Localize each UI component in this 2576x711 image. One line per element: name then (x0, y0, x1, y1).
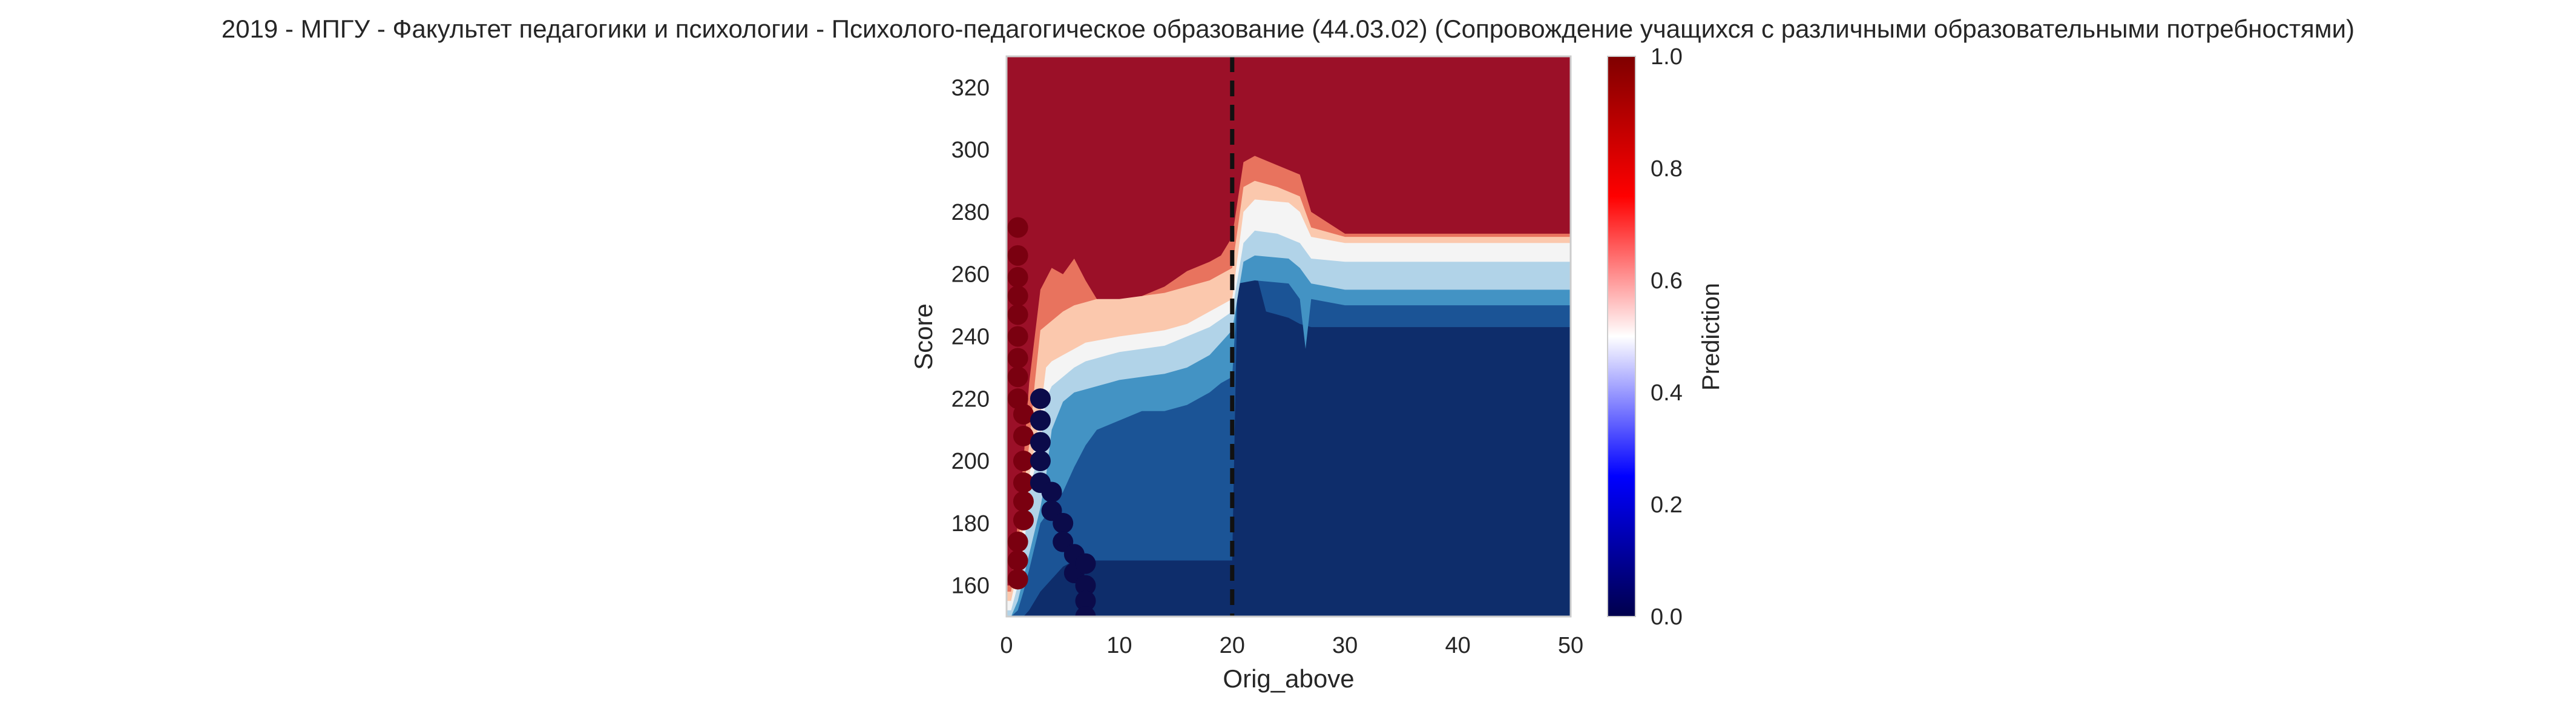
x-axis-ticks: 0 10 20 30 40 50 (1000, 633, 1583, 658)
colorbar-tick-label: 0.8 (1651, 156, 1683, 182)
plot-area (1005, 55, 1572, 618)
scatter-points (1007, 217, 1096, 617)
y-tick-label: 280 (951, 200, 990, 225)
colorbar-tick-label: 1.0 (1651, 44, 1683, 70)
data-point-high (1007, 217, 1028, 238)
data-point-high (1007, 569, 1028, 590)
data-point-high (1007, 245, 1028, 266)
x-tick-label: 40 (1445, 633, 1470, 658)
y-tick-label: 240 (951, 325, 990, 350)
contour-bands (1007, 56, 1571, 617)
data-point-low (1030, 451, 1051, 472)
contour-band (1007, 56, 1571, 586)
chart-title: 2019 - МПГУ - Факультет педагогики и пси… (222, 15, 2354, 43)
colorbar-tick-label: 0.2 (1651, 492, 1683, 518)
data-point-low (1053, 512, 1074, 534)
data-point-high (1007, 550, 1028, 571)
colorbar-ticks: 0.0 0.2 0.4 0.6 0.8 1.0 (1651, 44, 1683, 630)
y-tick-label: 200 (951, 449, 990, 474)
y-axis-label: Score (909, 303, 938, 370)
data-point-low (1030, 432, 1051, 453)
x-axis-label: Orig_above (1223, 664, 1354, 693)
y-axis-ticks: 160 180 200 220 240 260 280 300 320 (951, 75, 990, 598)
data-point-high (1007, 304, 1028, 325)
colorbar-gradient (1607, 56, 1636, 617)
data-point-high (1007, 366, 1028, 388)
data-point-low (1075, 575, 1096, 596)
data-point-high (1013, 451, 1034, 472)
data-point-high (1007, 266, 1028, 288)
y-tick-label: 180 (951, 511, 990, 537)
colorbar: 0.0 0.2 0.4 0.6 0.8 1.0 Prediction (1607, 44, 1724, 630)
data-point-high (1013, 509, 1034, 531)
data-point-low (1030, 410, 1051, 431)
y-tick-label: 160 (951, 574, 990, 599)
data-point-high (1013, 472, 1034, 494)
colorbar-tick-label: 0.0 (1651, 604, 1683, 630)
y-tick-label: 220 (951, 386, 990, 412)
data-point-low (1030, 388, 1051, 409)
data-point-high (1013, 491, 1034, 512)
data-point-low (1041, 481, 1062, 503)
data-point-low (1075, 590, 1096, 612)
data-point-low (1075, 553, 1096, 574)
data-point-high (1007, 326, 1028, 347)
data-point-low (1075, 606, 1096, 617)
x-tick-label: 0 (1000, 633, 1013, 658)
x-tick-label: 20 (1220, 633, 1245, 658)
colorbar-label: Prediction (1698, 283, 1724, 391)
x-tick-label: 10 (1106, 633, 1132, 658)
y-tick-label: 300 (951, 137, 990, 163)
data-point-high (1007, 285, 1028, 306)
x-tick-label: 50 (1558, 633, 1583, 658)
data-point-high (1007, 348, 1028, 369)
colorbar-tick-label: 0.6 (1651, 268, 1683, 294)
data-point-high (1007, 388, 1028, 409)
data-point-high (1013, 425, 1034, 446)
y-tick-label: 260 (951, 262, 990, 288)
x-tick-label: 30 (1332, 633, 1358, 658)
plot-frame (1005, 55, 1572, 618)
y-tick-label: 320 (951, 75, 990, 101)
colorbar-tick-label: 0.4 (1651, 380, 1683, 406)
data-point-high (1007, 531, 1028, 552)
data-point-high (1013, 403, 1034, 425)
